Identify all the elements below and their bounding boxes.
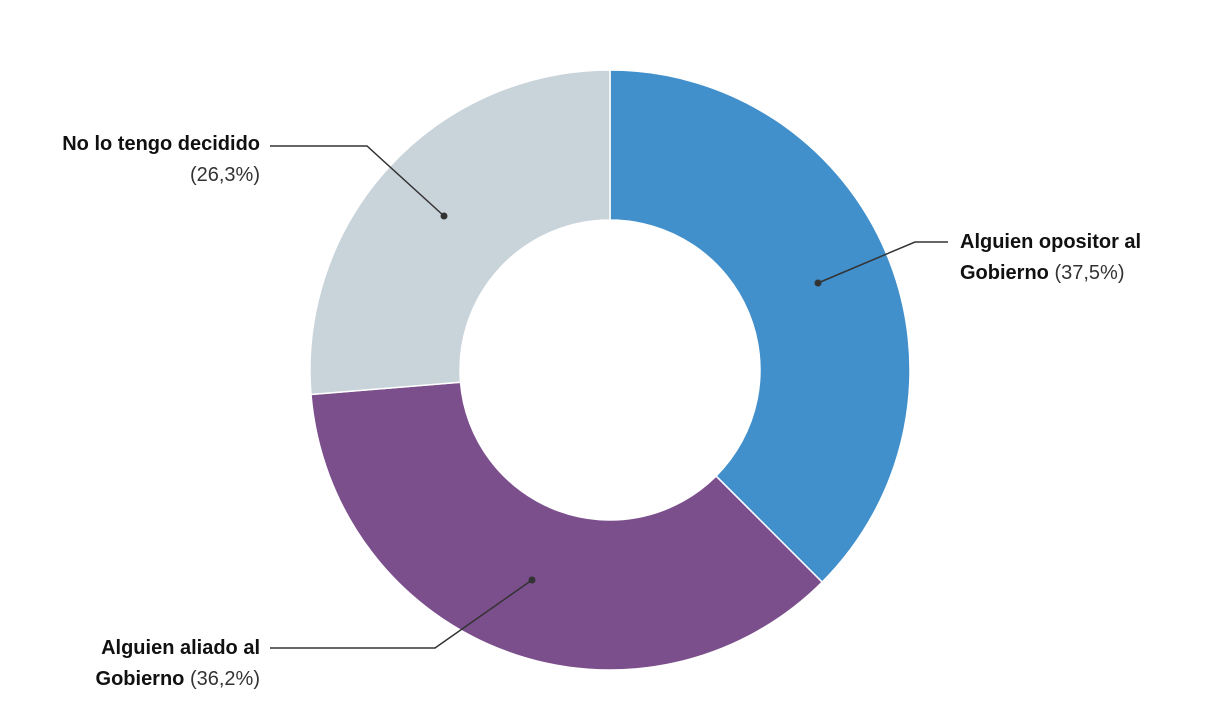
value-label: (37,5%) xyxy=(1054,262,1125,284)
value-label: (26,3%) xyxy=(189,164,260,186)
category-label: Alguien aliado al Gobierno xyxy=(95,637,260,690)
slice-label: Alguien opositor al Gobierno (37,5%) xyxy=(960,227,1180,289)
leader-dot xyxy=(814,279,822,287)
slices xyxy=(309,69,911,671)
leader-line xyxy=(270,145,445,217)
slice-label: Alguien aliado al Gobierno (36,2%) xyxy=(50,633,260,695)
value-label: (36,2%) xyxy=(189,668,260,690)
donut-slice xyxy=(309,69,611,396)
slice-label: No lo tengo decidido (26,3%) xyxy=(20,129,260,191)
category-label: No lo tengo decidido xyxy=(62,133,260,155)
leader-dot xyxy=(528,576,536,584)
leader-line xyxy=(817,241,948,284)
category-label: Alguien opositor al Gobierno xyxy=(960,231,1142,284)
leader-line xyxy=(270,579,533,649)
donut-slice xyxy=(609,69,911,584)
donut-slice xyxy=(310,381,824,671)
leader-dot xyxy=(440,212,448,220)
